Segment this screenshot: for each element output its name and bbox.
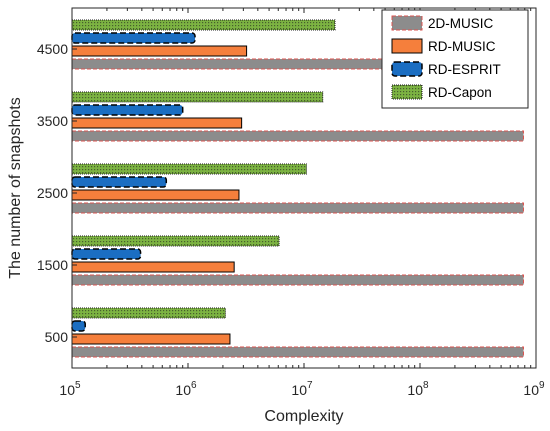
bar-rd-music-2500 [71, 189, 240, 201]
bar-rd-music-1500 [71, 261, 235, 273]
bar-2d-music-3500 [71, 130, 524, 142]
legend-label-rd-music: RD-MUSIC [428, 39, 496, 54]
legend-swatch-2d-music [391, 15, 423, 31]
y-axis-label: The number of snapshots [7, 97, 24, 278]
legend-label-2d-music: 2D-MUSIC [428, 16, 494, 31]
bar-texture-rd-capon-4500 [72, 20, 335, 30]
bar-rd-esprit-1500 [71, 248, 142, 260]
legend: 2D-MUSIC RD-MUSIC RD-ESPRIT RD-Capon [381, 9, 529, 109]
bar-texture-rd-capon-1500 [72, 236, 280, 246]
legend-label-rd-capon: RD-Capon [428, 85, 492, 100]
y-tick-label-4500: 4500 [37, 41, 68, 57]
x-tick-label: 109 [523, 380, 545, 398]
legend-swatch-rd-esprit [391, 61, 423, 77]
bar-rd-esprit-4500 [71, 32, 196, 44]
bar-rd-esprit-2500 [71, 176, 168, 188]
bar-2d-music-1500 [71, 274, 524, 286]
x-tick-label: 106 [175, 380, 197, 398]
legend-swatch-rd-music [391, 38, 423, 54]
y-tick-label-500: 500 [45, 329, 69, 345]
y-tick-label-3500: 3500 [37, 113, 68, 129]
bar-2d-music-2500 [71, 202, 524, 214]
bar-rd-esprit-3500 [71, 104, 184, 116]
bar-2d-music-500 [71, 346, 524, 358]
plot-frame [71, 7, 537, 369]
x-tick-label: 105 [59, 380, 81, 398]
bar-rd-music-3500 [71, 117, 243, 129]
bar-texture-rd-capon-3500 [72, 92, 323, 102]
bar-rd-esprit-500 [71, 320, 86, 332]
x-axis-label: Complexity [264, 408, 343, 425]
bars-layer [71, 19, 524, 358]
x-tick-label: 108 [407, 380, 429, 398]
y-tick-label-2500: 2500 [37, 185, 68, 201]
bar-rd-music-500 [71, 333, 231, 345]
y-tick-label-1500: 1500 [37, 257, 68, 273]
x-tick-label: 107 [291, 380, 313, 398]
bar-texture-rd-capon-500 [72, 308, 226, 318]
legend-label-rd-esprit: RD-ESPRIT [428, 62, 501, 77]
bar-texture-rd-capon-2500 [72, 164, 307, 174]
bar-rd-music-4500 [71, 45, 248, 57]
legend-swatch-texture-rd-capon [392, 85, 422, 99]
